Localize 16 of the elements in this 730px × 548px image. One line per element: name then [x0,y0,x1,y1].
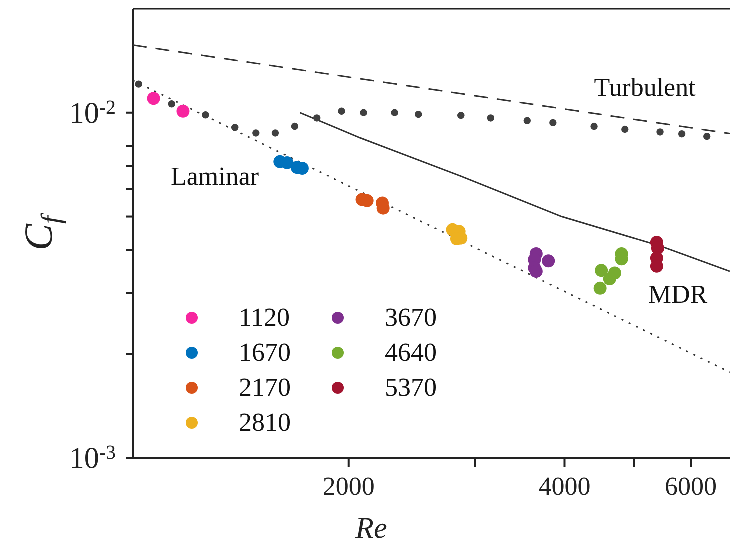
annotation: Turbulent [594,73,696,103]
legend-label: 1120 [239,302,290,332]
annotation: Laminar [170,162,260,192]
legend-label: 5370 [385,372,437,402]
legend-label: 2170 [239,372,291,402]
y-tick-label: 10$^{-3}$ [69,442,116,475]
y-tick-label: 10$^{-2}$ [69,96,116,130]
x-tick-label: 2000 [322,472,375,501]
x-tick-label: 4000 [538,472,591,501]
x-tick-label: 6000 [665,472,718,501]
legend-label: 4640 [385,338,437,368]
legend-label: 2810 [239,408,291,438]
x-axis-title: Re [354,512,388,545]
legend-label: 1670 [239,338,291,368]
legend-label: 3670 [385,302,437,332]
annotation: MDR [648,280,708,310]
